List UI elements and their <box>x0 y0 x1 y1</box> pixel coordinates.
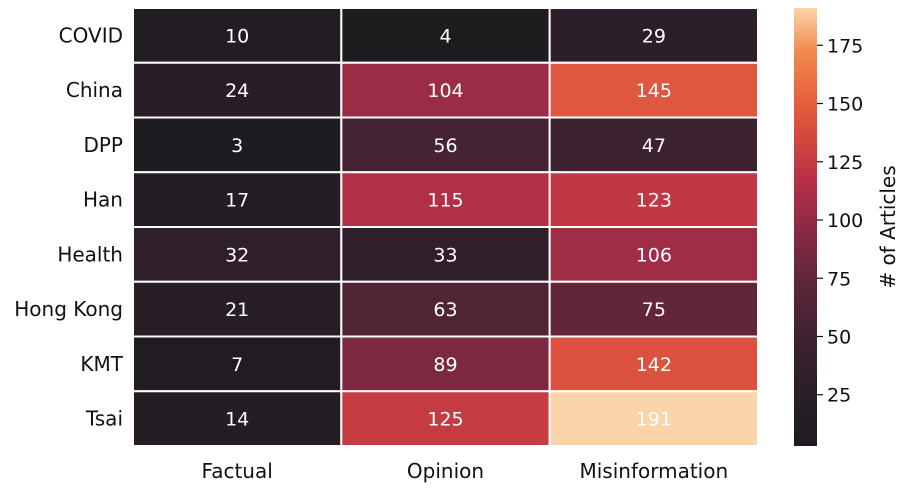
cell-value-label: 89 <box>433 354 457 376</box>
colorbar-tick-label: 175 <box>827 35 863 57</box>
cell-value-label: 10 <box>225 25 249 47</box>
cell-value-label: 7 <box>231 354 243 376</box>
heatmap-cell-covid-opinion <box>340 7 551 64</box>
heatmap-cell-china-misinformation <box>548 61 760 119</box>
row-label: COVID <box>59 23 123 47</box>
cell-value-label: 47 <box>642 135 666 157</box>
heatmap-cell-covid-factual <box>132 7 343 64</box>
cell-value-label: 106 <box>636 244 672 266</box>
row-label: DPP <box>83 133 123 157</box>
row-labels: COVID China DPP Han Health Hong Kong KMT Tsai <box>14 23 124 430</box>
heatmap-cell-tsai-misinformation <box>548 390 760 447</box>
cell-value-label: 145 <box>636 80 672 102</box>
colorbar-label: # of Articles <box>876 165 900 288</box>
cell-value-label: 75 <box>642 299 666 321</box>
row-label: Han <box>83 188 123 212</box>
heatmap-cell-health-opinion <box>340 226 551 283</box>
heatmap-cell-hong-kong-factual <box>132 280 343 338</box>
heatmap-cell-tsai-factual <box>132 390 343 447</box>
colorbar-tick-label: 125 <box>827 152 863 174</box>
cell-value-label: 24 <box>225 80 249 102</box>
colorbar: 25 50 75 100 125 150 175 # of Articles <box>794 8 900 446</box>
column-labels: Factual Opinion Misinformation <box>202 459 729 483</box>
colorbar-tick-label: 100 <box>827 210 863 232</box>
cell-value-label: 4 <box>439 25 451 47</box>
cell-value-label: 14 <box>225 409 249 431</box>
cell-value-label: 63 <box>433 299 457 321</box>
cell-value-label: 104 <box>427 80 463 102</box>
cell-value-label: 29 <box>642 25 666 47</box>
cell-value-label: 142 <box>636 354 672 376</box>
row-label: Hong Kong <box>14 297 123 321</box>
cell-value-label: 125 <box>427 409 463 431</box>
cell-value-label: 191 <box>636 409 672 431</box>
colorbar-tick-label: 150 <box>827 94 863 116</box>
heatmap-cell-han-factual <box>132 171 343 228</box>
cell-value-label: 3 <box>231 135 243 157</box>
row-label: KMT <box>80 352 123 376</box>
heatmap-cell-kmt-factual <box>132 335 343 393</box>
colorbar-gradient <box>794 8 817 446</box>
row-label: Health <box>57 242 123 266</box>
cell-value-label: 115 <box>427 190 463 212</box>
row-label: Tsai <box>85 407 123 431</box>
column-label: Opinion <box>407 459 484 483</box>
colorbar-tick-label: 25 <box>827 385 851 407</box>
cell-value-label: 17 <box>225 190 249 212</box>
heatmap-cell-dpp-opinion <box>340 116 551 174</box>
cell-value-label: 32 <box>225 244 249 266</box>
cell-value-label: 123 <box>636 190 672 212</box>
heatmap-cell-han-misinformation <box>548 171 760 228</box>
colorbar-tick-label: 50 <box>827 327 851 349</box>
heatmap-cell-tsai-opinion <box>340 390 551 447</box>
heatmap-cell-kmt-misinformation <box>548 335 760 393</box>
heatmap-cell-hong-kong-opinion <box>340 280 551 338</box>
cell-value-label: 33 <box>433 244 457 266</box>
column-label: Misinformation <box>579 459 728 483</box>
heatmap-cell-kmt-opinion <box>340 335 551 393</box>
column-label: Factual <box>202 459 273 483</box>
cell-value-label: 56 <box>433 135 457 157</box>
colorbar-tick-label: 75 <box>827 268 851 290</box>
cell-value-label: 21 <box>225 299 249 321</box>
row-label: China <box>66 78 123 102</box>
heatmap-cell-hong-kong-misinformation <box>548 280 760 338</box>
